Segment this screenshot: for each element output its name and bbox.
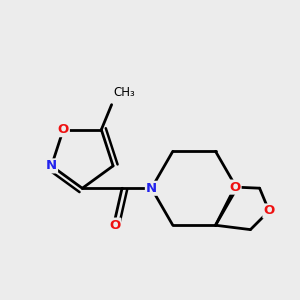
- Text: O: O: [263, 205, 275, 218]
- Text: O: O: [109, 219, 120, 232]
- Text: CH₃: CH₃: [113, 86, 135, 99]
- Text: N: N: [146, 182, 157, 195]
- Text: O: O: [58, 123, 69, 136]
- Text: O: O: [229, 181, 241, 194]
- Text: N: N: [46, 159, 57, 172]
